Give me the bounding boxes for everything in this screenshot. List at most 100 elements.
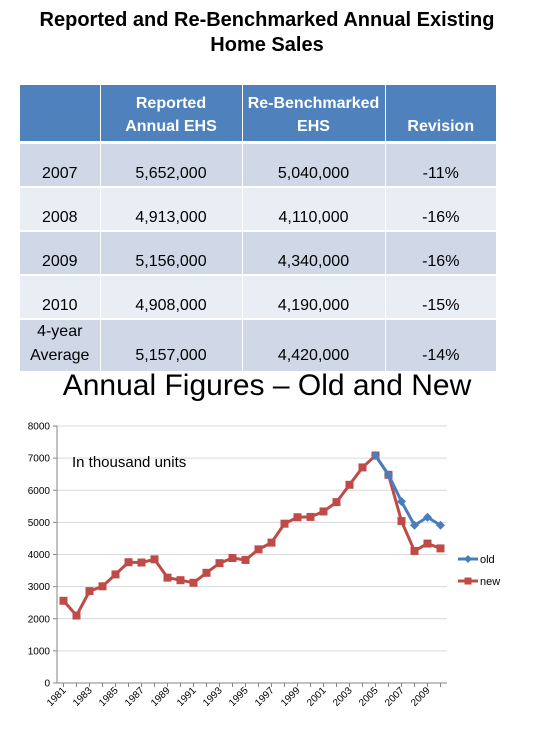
data-point-new [345,480,354,489]
cell-revision: -16% [385,230,496,275]
header-rebenchmarked-line-1: Re-Benchmarked [247,95,380,112]
data-point-new [306,512,315,521]
y-tick-label: 0 [44,679,50,690]
header-rebenchmarked: Re-Benchmarked EHS [242,85,386,143]
chart-series [59,451,445,620]
chart-annotation: In thousand units [72,454,186,471]
data-point-new [280,519,289,528]
ehs-table: Reported Annual EHS Re-Benchmarked EHS R… [20,85,496,371]
title-line-2: Home Sales [210,34,324,56]
cell-rebenchmarked: 5,040,000 [242,141,386,187]
data-point-new [202,568,211,577]
cell-revision: -11% [385,141,496,187]
data-point-new [124,558,133,567]
data-point-new [189,578,198,587]
data-point-new [293,513,302,522]
header-reported: Reported Annual EHS [100,85,243,143]
header-rebenchmarked-line-2: EHS [297,118,330,135]
header-reported-line-1: Reported [135,95,207,112]
row-label: 2007 [20,141,101,187]
cell-rebenchmarked: 4,110,000 [242,186,386,231]
cell-reported: 4,908,000 [100,274,243,319]
data-point-old [384,470,393,480]
y-tick-label: 8000 [28,422,51,433]
series-old [371,451,445,530]
table-row: 2007 5,652,000 5,040,000 -11% [20,141,496,187]
cell-reported: 5,157,000 [100,318,243,371]
y-tick-label: 4000 [28,550,51,561]
cell-reported: 5,156,000 [100,230,243,275]
data-point-new [254,545,263,554]
data-point-new [332,498,341,507]
title-line-1: Reported and Re-Benchmarked Annual Exist… [39,9,495,31]
cell-rebenchmarked: 4,190,000 [242,274,386,319]
cell-rebenchmarked: 4,420,000 [242,318,386,371]
data-point-new [72,611,81,620]
data-point-old [397,496,406,506]
row-label: 4-year Average [20,318,101,371]
data-point-old [423,512,432,522]
legend-marker-new [464,577,472,585]
header-reported-line-2: Annual EHS [125,118,217,135]
page-title: Reported and Re-Benchmarked Annual Exist… [0,8,534,58]
data-point-new [267,538,276,547]
row-label: 2009 [20,230,101,275]
legend-marker-old [464,555,472,563]
legend-item-new: new [458,576,500,588]
y-tick-label: 3000 [28,582,51,593]
data-point-new [150,555,159,564]
y-tick-label: 1000 [28,646,51,657]
data-point-old [410,520,419,530]
row-label: 2008 [20,186,101,231]
data-point-new [111,570,120,579]
row-label: 2010 [20,274,101,319]
data-point-new [423,539,432,548]
chart-gridlines [57,425,447,652]
data-point-new [215,559,224,568]
table-row: 2010 4,908,000 4,190,000 -15% [20,274,496,319]
y-tick-label: 5000 [28,518,51,529]
y-tick-label: 7000 [28,454,51,465]
data-point-new [59,596,68,605]
header-revision: Revision [385,85,496,143]
cell-revision: -16% [385,186,496,231]
table-row: 2008 4,913,000 4,110,000 -16% [20,186,496,231]
data-point-new [319,507,328,516]
legend-item-old: old [458,554,495,566]
chart-legend: old new [458,554,500,588]
table-row: 2009 5,156,000 4,340,000 -16% [20,230,496,275]
data-point-new [436,544,445,553]
table-header-row: Reported Annual EHS Re-Benchmarked EHS R… [20,85,496,143]
data-point-new [358,463,367,472]
data-point-new [410,546,419,555]
row-label-line-2: Average [30,347,90,364]
cell-reported: 5,652,000 [100,141,243,187]
data-point-new [228,554,237,563]
y-tick-label: 2000 [28,614,51,625]
cell-revision: -15% [385,274,496,319]
cell-revision: -14% [385,318,496,371]
legend-label-new: new [480,576,500,588]
data-point-new [137,558,146,567]
cell-reported: 4,913,000 [100,186,243,231]
y-axis-ticks: 0 1000 2000 3000 4000 5000 6000 7000 8000 [28,422,51,690]
row-label-line-1: 4-year [37,323,83,340]
data-point-old [436,520,445,530]
data-point-new [163,573,172,582]
chart-background [0,410,534,732]
chart-title: Annual Figures – Old and New [62,369,472,402]
data-point-new [176,576,185,585]
data-point-new [85,587,94,596]
chart-axes [53,425,447,687]
data-point-new [98,582,107,591]
table-row-average: 4-year Average 5,157,000 4,420,000 -14% [20,318,496,371]
header-blank [20,85,101,143]
y-tick-label: 6000 [28,486,51,497]
data-point-new [397,517,406,526]
data-point-old [371,451,380,461]
header-revision-text: Revision [407,118,475,135]
data-point-new [241,555,250,564]
legend-label-old: old [480,554,495,566]
cell-rebenchmarked: 4,340,000 [242,230,386,275]
